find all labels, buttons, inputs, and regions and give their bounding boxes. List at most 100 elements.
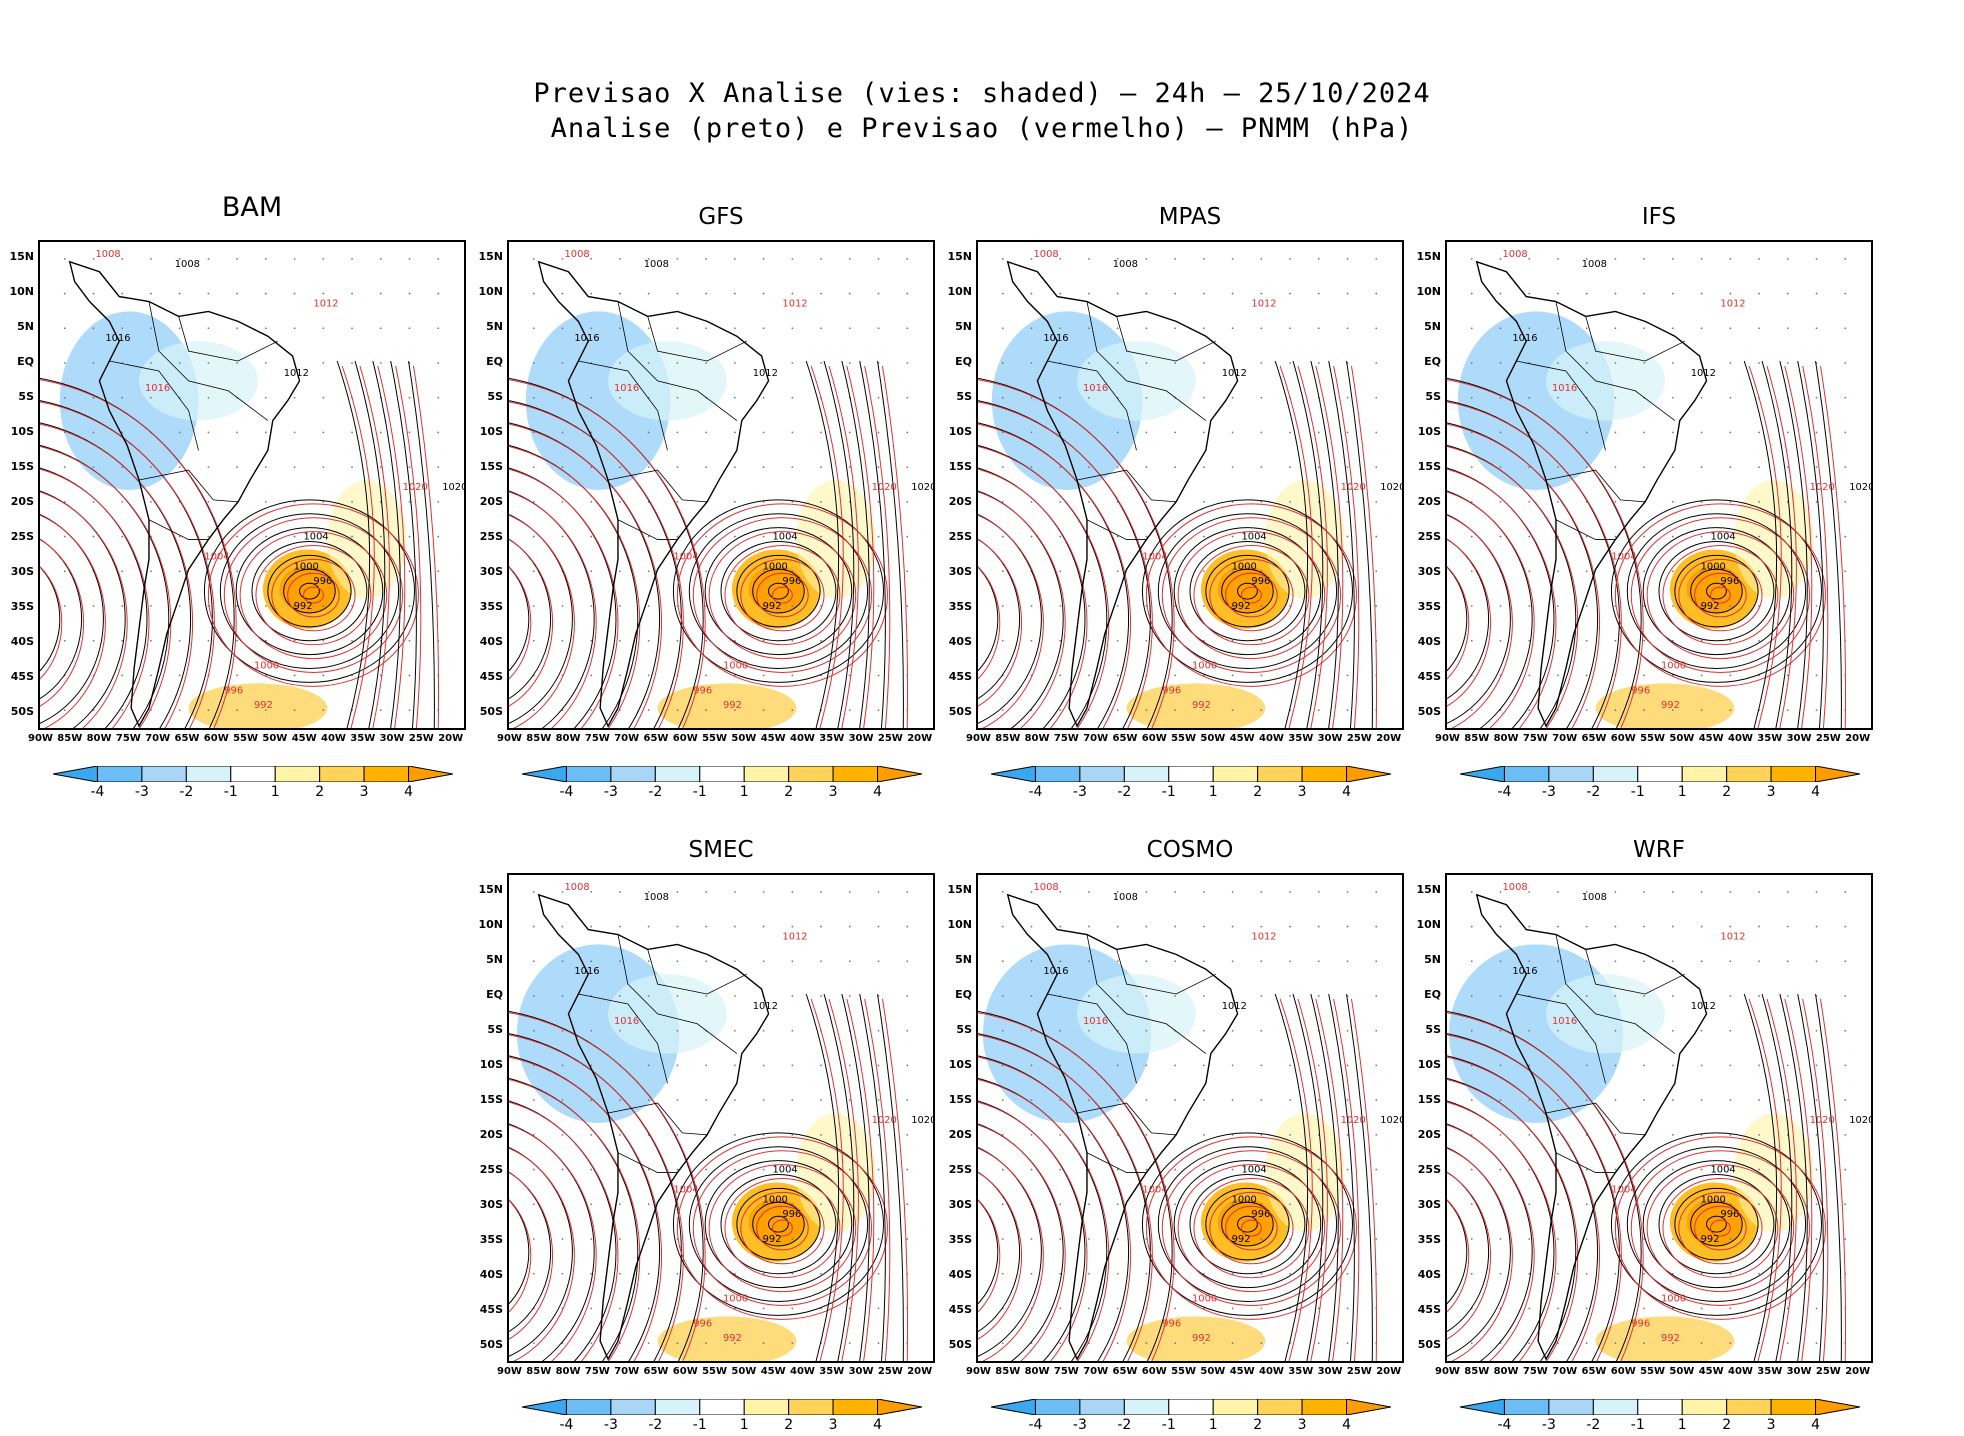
colorbar-tick-label: -4 xyxy=(559,1417,574,1433)
isobar-forecast xyxy=(509,401,684,728)
colorbar-segment xyxy=(1079,766,1125,782)
contour-label-forecast: 1008 xyxy=(1502,882,1527,893)
contour-label-analysis: 1004 xyxy=(304,532,329,543)
isobar-analysis xyxy=(219,513,400,669)
isobar-analysis xyxy=(1642,1160,1791,1289)
isobar-forecast xyxy=(1350,365,1378,728)
lat-tick-label: 45S xyxy=(948,1303,972,1316)
isobar-analysis xyxy=(1779,993,1808,1361)
isobar-analysis xyxy=(1274,360,1309,728)
lon-tick-label: 45W xyxy=(291,733,317,744)
colorbar-tick-label: 1 xyxy=(1208,784,1218,800)
isobar-analysis xyxy=(1815,993,1842,1361)
isobar-forecast xyxy=(978,566,1001,680)
isobar-analysis xyxy=(1292,360,1324,728)
isobar-forecast xyxy=(509,1124,597,1361)
isobar-analysis xyxy=(1292,993,1324,1361)
isobar-analysis xyxy=(1189,541,1306,642)
isobar-forecast xyxy=(509,514,575,728)
contour-label-analysis: 1008 xyxy=(1582,892,1607,903)
isobar-forecast xyxy=(978,514,1044,728)
contour-label-analysis: 1012 xyxy=(1222,1001,1247,1012)
lon-tick-label: 75W xyxy=(115,733,141,744)
isobar-analysis xyxy=(1706,1215,1727,1233)
contour-label-forecast: 1004 xyxy=(673,551,698,562)
lat-tick-label: 40S xyxy=(479,1268,503,1281)
lon-tick-label: 50W xyxy=(731,733,757,744)
lat-tick-label: 5N xyxy=(1424,320,1441,333)
lat-tick-label: 15S xyxy=(10,460,34,473)
lon-tick-label: 50W xyxy=(1200,1366,1226,1377)
contour-label-analysis: 1016 xyxy=(1512,966,1537,977)
isobar-forecast xyxy=(1193,545,1310,646)
country-border xyxy=(1585,316,1685,362)
isobar-forecast xyxy=(1447,1172,1492,1340)
isobar-forecast xyxy=(1447,1056,1600,1361)
isobar-forecast xyxy=(509,379,706,728)
isobar-forecast xyxy=(1630,1150,1811,1306)
colorbar-segment xyxy=(1815,1399,1860,1415)
contour-label-forecast: 992 xyxy=(723,700,742,711)
contour-label-analysis: 1008 xyxy=(644,259,669,270)
isobar-forecast xyxy=(509,423,662,728)
isobar-forecast xyxy=(255,545,372,646)
isobar-analysis xyxy=(509,1010,704,1361)
isobar-analysis xyxy=(372,360,401,728)
lon-tick-label: 30W xyxy=(1786,733,1812,744)
isobar-forecast xyxy=(1209,558,1294,632)
isobar-analysis xyxy=(1173,527,1322,656)
isobar-forecast xyxy=(239,531,388,660)
isobar-analysis xyxy=(1690,568,1743,614)
isobar-forecast xyxy=(724,1178,841,1279)
bias-shade-4 xyxy=(1126,683,1266,728)
isobar-analysis xyxy=(1447,514,1511,724)
isobar-analysis xyxy=(1690,1201,1743,1247)
lon-tick-label: 65W xyxy=(1112,1366,1138,1377)
country-border xyxy=(1585,949,1685,995)
lon-tick-label: 25W xyxy=(1346,733,1372,744)
colorbar-tick-label: 4 xyxy=(1811,1417,1820,1433)
lat-tick-label: EQ xyxy=(955,355,972,368)
colorbar-tick-label: -2 xyxy=(1586,784,1601,800)
colorbar-segment xyxy=(1637,766,1683,782)
lon-tick-label: 25W xyxy=(1815,1366,1841,1377)
lon-tick-label: 70W xyxy=(1083,733,1109,744)
colorbar xyxy=(53,766,453,782)
isobar-forecast xyxy=(412,365,440,728)
colorbar-segment xyxy=(1815,766,1860,782)
isobar-forecast xyxy=(1447,401,1622,728)
colorbar-tick-label: -4 xyxy=(1028,1417,1043,1433)
isobar-analysis xyxy=(978,514,1042,724)
contour-label-forecast: 1008 xyxy=(1033,249,1058,260)
isobar-analysis xyxy=(1610,499,1822,683)
colorbar-tick-label: -2 xyxy=(648,1417,663,1433)
isobar-forecast xyxy=(1710,586,1731,604)
contour-label-forecast: 992 xyxy=(1192,1333,1211,1344)
isobar-forecast xyxy=(978,539,1023,707)
lon-tick-label: 40W xyxy=(790,1366,815,1377)
isobar-analysis xyxy=(1221,1201,1274,1247)
isobar-forecast xyxy=(708,531,857,660)
colorbar-segment xyxy=(1346,1399,1391,1415)
isobar-analysis xyxy=(509,377,704,728)
colorbar-segment xyxy=(654,766,701,782)
lat-tick-label: EQ xyxy=(955,988,972,1001)
contour-label-forecast: 1000 xyxy=(723,660,748,671)
isobar-analysis xyxy=(877,993,904,1361)
isobar-analysis xyxy=(336,360,371,728)
colorbar-segment xyxy=(877,766,922,782)
colorbar-segment xyxy=(1681,766,1728,782)
isobar-forecast xyxy=(40,379,237,728)
lon-tick-label: 45W xyxy=(760,1366,786,1377)
lat-tick-label: 50S xyxy=(1417,1338,1441,1351)
contour-label-analysis: 1020 xyxy=(911,482,933,493)
colorbar-tick-label: 3 xyxy=(1297,1417,1307,1433)
lon-tick-label: 65W xyxy=(1581,1366,1607,1377)
isobar-forecast xyxy=(377,365,406,728)
isobar-forecast xyxy=(207,503,419,687)
isobar-analysis xyxy=(704,527,853,656)
contour-label-analysis: 996 xyxy=(782,576,801,587)
lon-tick-label: 50W xyxy=(1200,733,1226,744)
country-border xyxy=(1086,1152,1147,1173)
contour-label-forecast: 1012 xyxy=(1720,298,1745,309)
